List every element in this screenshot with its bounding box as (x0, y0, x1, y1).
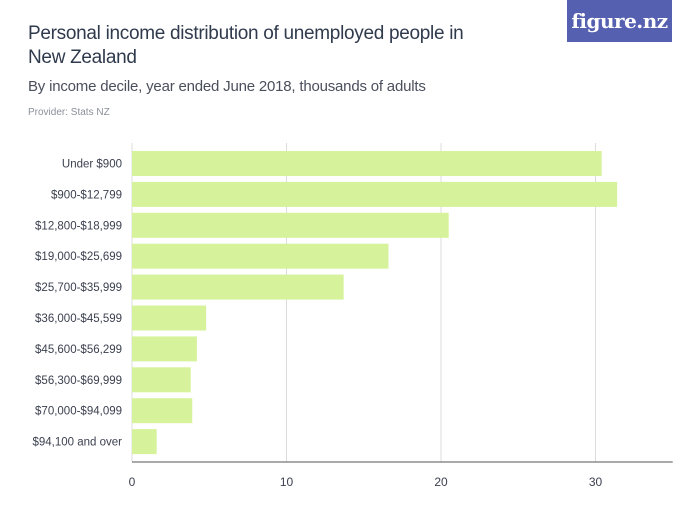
category-label: $19,000-$25,699 (35, 251, 122, 263)
bar-3[interactable] (132, 243, 389, 269)
category-label: $25,700-$35,999 (35, 282, 122, 294)
bar-6[interactable] (132, 336, 197, 362)
bar-9[interactable] (132, 429, 157, 455)
bar-7[interactable] (132, 367, 191, 393)
x-tick-label: 30 (589, 475, 603, 489)
bar-8[interactable] (132, 398, 193, 424)
category-label: $70,000-$94,099 (35, 406, 122, 418)
chart-subtitle: By income decile, year ended June 2018, … (28, 78, 426, 95)
bars (132, 151, 618, 455)
chart-title: Personal income distribution of unemploy… (28, 23, 464, 68)
figure-nz-logo[interactable]: figure.nz (567, 0, 672, 42)
bar-0[interactable] (132, 151, 602, 176)
bar-2[interactable] (132, 212, 449, 238)
category-label: $12,800-$18,999 (35, 220, 122, 232)
category-label: $36,000-$45,599 (35, 313, 122, 325)
bar-5[interactable] (132, 305, 207, 331)
category-label: $56,300-$69,999 (35, 375, 122, 387)
bar-1[interactable] (132, 181, 618, 207)
category-label: $45,600-$56,299 (35, 344, 122, 356)
x-tick-label: 20 (434, 475, 448, 489)
x-tick-label: 0 (129, 475, 136, 489)
x-axis-ticks: 0 10 20 30 (129, 475, 603, 489)
category-label: $900-$12,799 (51, 189, 122, 201)
category-label: $94,100 and over (32, 437, 122, 449)
category-label: Under $900 (62, 159, 122, 171)
bar-4[interactable] (132, 274, 344, 300)
data-provider: Provider: Stats NZ (28, 107, 110, 118)
category-labels: Under $900 $900-$12,799 $12,800-$18,999 $19… (32, 159, 122, 449)
x-tick-label: 10 (280, 475, 294, 489)
